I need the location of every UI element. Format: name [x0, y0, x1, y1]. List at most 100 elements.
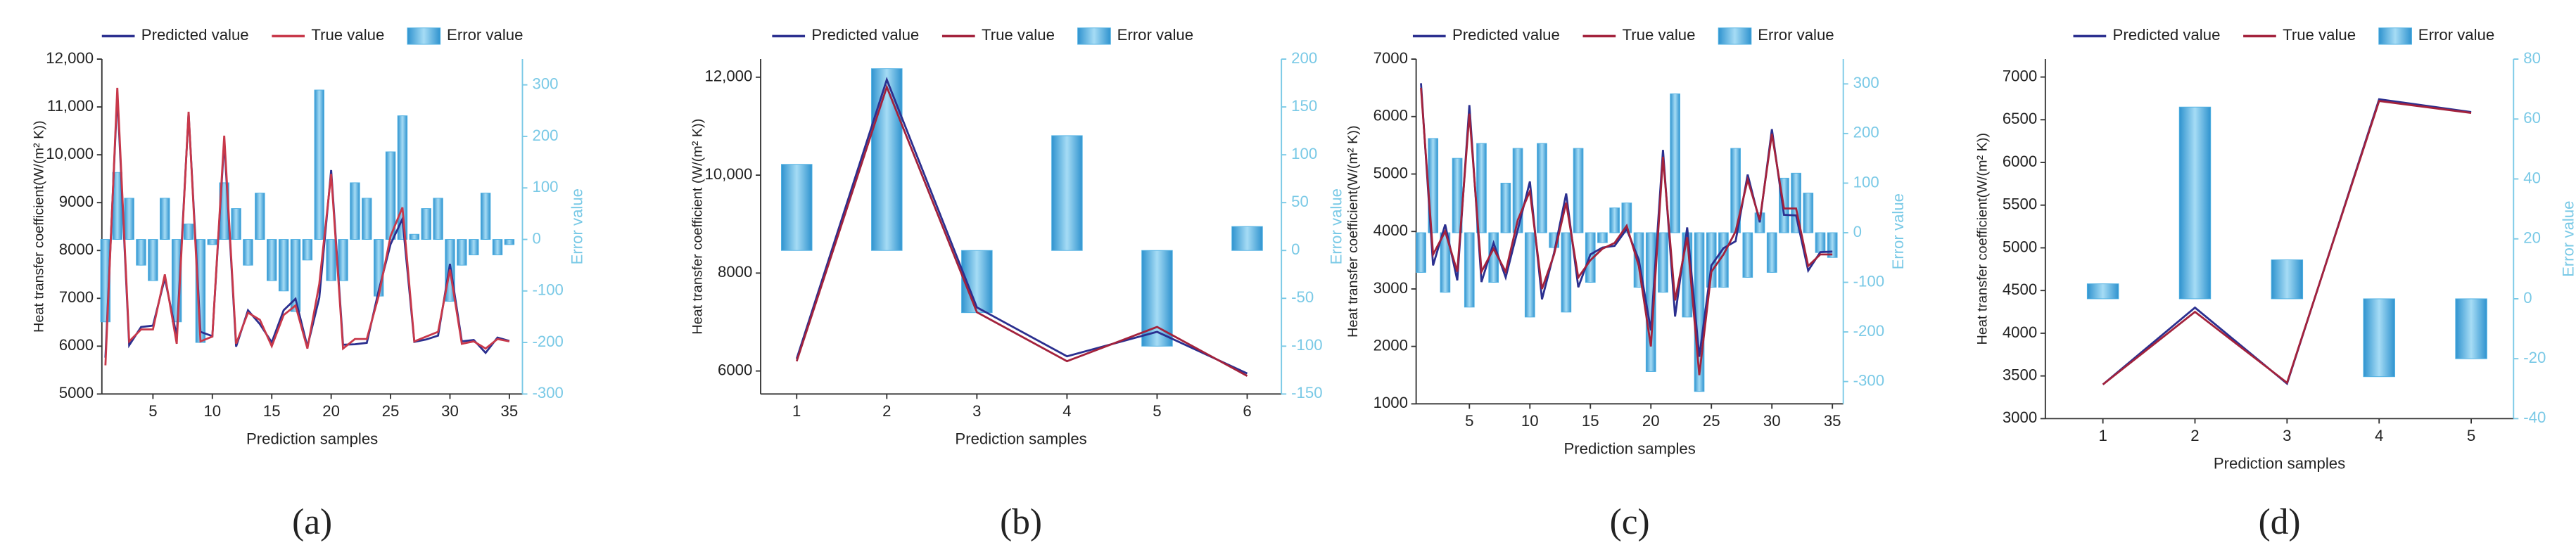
x-tick-label: 25	[1703, 412, 1720, 430]
error-bar	[1754, 212, 1765, 233]
x-tick-label: 5	[148, 402, 157, 420]
error-bar	[255, 193, 265, 240]
y-axis-title: Heat transfer coefficient(W/(m² K))	[1974, 133, 1990, 345]
x-tick-label: 35	[1824, 412, 1841, 430]
error-bar	[1561, 232, 1572, 313]
y-tick-label: 6500	[2003, 110, 2037, 127]
y2-tick-label: 300	[1853, 74, 1879, 91]
x-tick-label: 10	[203, 402, 221, 420]
error-bar	[1670, 93, 1680, 233]
x-tick-label: 2	[2190, 427, 2199, 444]
error-bar	[1573, 148, 1584, 233]
error-bar	[231, 208, 241, 240]
x-tick-label: 1	[2098, 427, 2107, 444]
error-bar	[421, 208, 431, 240]
x-tick-label: 5	[2467, 427, 2475, 444]
y2-tick-label: 200	[1853, 124, 1879, 141]
chart-panel: 5000 6000 7000 8000 9000 10,000 11,000 12,000 -3…	[31, 26, 585, 542]
y-tick-label: 9000	[59, 193, 94, 210]
y-tick-label: 5000	[59, 384, 94, 401]
y-axis-title: Heat transfer coefficient(W/(m² K))	[1345, 125, 1361, 338]
y2-tick-label: 200	[1291, 49, 1317, 67]
panel-label: (a)	[292, 502, 332, 542]
error-bar	[338, 239, 348, 281]
error-bar	[362, 198, 372, 240]
legend-label: True value	[1623, 26, 1696, 44]
y2-tick-label: 200	[532, 127, 558, 144]
y2-axis-title: Error value	[1889, 193, 1907, 269]
y-tick-label: 3000	[2003, 409, 2037, 426]
y-tick-label: 10,000	[46, 145, 94, 162]
error-bar	[195, 239, 206, 343]
y2-tick-label: -200	[532, 333, 563, 350]
x-tick-label: 20	[1642, 412, 1660, 430]
error-bar	[1609, 207, 1620, 233]
chart-panel: 3000 3500 4000 4500 5000 5500 6000 6500 7000 -40 -…	[1974, 26, 2576, 542]
y-axis-title: Heat transfer coefficient (W/(m² K))	[690, 119, 706, 335]
y2-tick-label: -300	[532, 384, 563, 401]
y2-tick-label: -100	[1853, 272, 1884, 290]
legend-swatch	[2378, 27, 2412, 45]
error-bar	[1464, 232, 1475, 308]
y2-tick-label: -100	[532, 281, 563, 299]
y2-tick-label: -200	[1853, 322, 1884, 340]
error-bar	[1658, 232, 1668, 293]
y-tick-label: 3500	[2003, 366, 2037, 384]
error-bar	[781, 164, 813, 251]
legend-label: Predicted value	[2113, 26, 2221, 44]
error-bar	[397, 115, 408, 240]
x-tick-label: 6	[1243, 402, 1251, 420]
y-tick-label: 8000	[718, 263, 752, 281]
legend-swatch	[407, 27, 441, 45]
error-bar	[2086, 283, 2119, 300]
y-tick-label: 12,000	[46, 49, 94, 67]
y-tick-label: 6000	[1373, 107, 1408, 124]
y-tick-label: 10,000	[705, 165, 753, 183]
error-bar	[1537, 143, 1547, 233]
y-tick-label: 6000	[2003, 153, 2037, 170]
y2-axis-title: Error value	[569, 188, 586, 264]
x-tick-label: 15	[1582, 412, 1599, 430]
y-axis-title: Heat transfer coefficient(W/(m² K))	[31, 120, 46, 333]
y2-tick-label: 50	[1291, 193, 1309, 210]
y2-tick-label: 100	[532, 178, 558, 195]
legend-label: Error value	[1758, 26, 1834, 44]
error-bar	[1416, 232, 1426, 273]
error-bar	[290, 239, 301, 312]
panel-label: (d)	[2259, 502, 2301, 542]
y2-tick-label: 20	[2523, 229, 2541, 247]
error-bar	[207, 239, 218, 245]
x-tick-label: 5	[1465, 412, 1473, 430]
error-bar	[2271, 259, 2304, 300]
y-tick-label: 7000	[2003, 67, 2037, 84]
error-bar	[1803, 193, 1814, 233]
x-axis-title: Prediction samples	[246, 430, 378, 448]
x-tick-label: 30	[1763, 412, 1781, 430]
panel-label: (c)	[1610, 502, 1650, 542]
x-tick-label: 1	[792, 402, 801, 420]
legend-label: Error value	[447, 26, 523, 44]
x-axis-title: Prediction samples	[1563, 440, 1695, 458]
x-tick-label: 3	[2283, 427, 2291, 444]
error-bar	[469, 239, 479, 255]
y2-axis-title: Error value	[2560, 200, 2576, 276]
x-tick-label: 4	[1062, 402, 1071, 420]
error-bar	[2178, 106, 2212, 300]
error-bar	[350, 182, 360, 240]
error-bar	[1597, 232, 1608, 243]
error-bar	[480, 193, 491, 240]
error-bar	[1051, 135, 1083, 251]
error-bar	[1815, 232, 1826, 253]
y2-tick-label: 60	[2523, 109, 2541, 127]
error-bar	[136, 239, 146, 266]
error-bar	[1500, 182, 1511, 233]
chart-panel: 6000 8000 10,000 12,000 -150 -100 -50 0 50 100 150…	[690, 26, 1345, 542]
error-bar	[302, 239, 313, 261]
series-line	[795, 84, 1248, 377]
error-bar	[1585, 232, 1596, 283]
error-bar	[871, 68, 903, 251]
x-tick-label: 15	[263, 402, 281, 420]
legend-label: True value	[982, 26, 1055, 44]
legend-label: Error value	[1117, 26, 1193, 44]
